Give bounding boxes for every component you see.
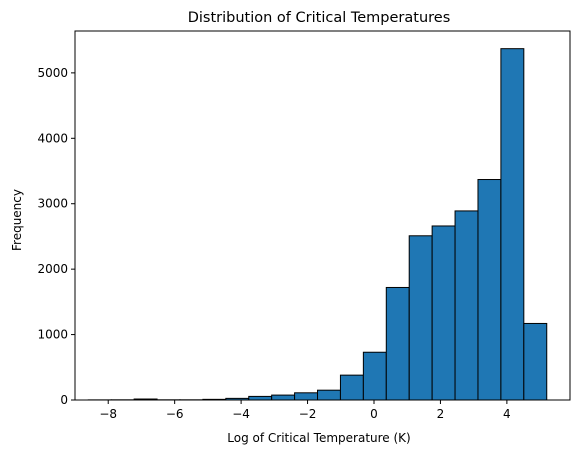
x-tick-label: −4 — [232, 407, 250, 421]
x-tick-label: −8 — [99, 407, 117, 421]
histogram-bar — [271, 394, 296, 401]
x-tick-label: −2 — [299, 407, 317, 421]
x-tick-label: 2 — [437, 407, 445, 421]
x-axis-label: Log of Critical Temperature (K) — [227, 431, 410, 445]
plot-frame — [74, 30, 571, 401]
x-axis-ticks: −8 −6 −4 −2 0 2 4 — [99, 400, 511, 421]
histogram-bar — [317, 389, 341, 401]
histogram-bar — [408, 235, 433, 401]
y-axis-label: Frequency — [10, 189, 24, 251]
histogram-bar — [500, 48, 525, 401]
x-tick-label: 0 — [370, 407, 378, 421]
y-tick-label: 3000 — [37, 197, 68, 211]
x-tick-label: −6 — [166, 407, 184, 421]
histogram-bar — [454, 210, 479, 401]
x-tick-label: 4 — [503, 407, 511, 421]
histogram-bars — [87, 48, 548, 401]
y-tick-label: 0 — [60, 393, 68, 407]
y-axis-ticks: 0 1000 2000 3000 4000 5000 — [37, 66, 75, 407]
y-tick-label: 4000 — [37, 131, 68, 145]
histogram-bar — [248, 395, 273, 401]
y-tick-label: 1000 — [37, 328, 68, 342]
histogram-bar — [294, 392, 319, 401]
histogram-bar — [523, 322, 548, 401]
histogram-bar — [385, 286, 410, 401]
chart-title: Distribution of Critical Temperatures — [188, 10, 451, 26]
histogram-bar — [431, 225, 456, 401]
histogram-bar — [339, 374, 364, 401]
histogram-bar — [477, 179, 502, 401]
y-tick-label: 2000 — [37, 262, 68, 276]
histogram-bar — [362, 351, 387, 401]
y-tick-label: 5000 — [37, 66, 68, 80]
